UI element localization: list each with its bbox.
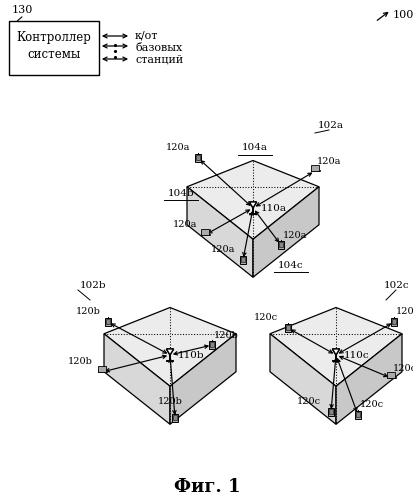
Text: 120a: 120a xyxy=(211,245,235,254)
FancyBboxPatch shape xyxy=(209,340,215,349)
Bar xyxy=(279,242,283,246)
Bar xyxy=(329,410,333,414)
FancyBboxPatch shape xyxy=(172,414,178,422)
Polygon shape xyxy=(187,160,319,240)
Text: 104c: 104c xyxy=(278,260,304,270)
Bar xyxy=(106,320,110,324)
Text: 120b: 120b xyxy=(76,307,100,316)
FancyBboxPatch shape xyxy=(387,372,395,378)
Bar xyxy=(311,170,320,172)
FancyBboxPatch shape xyxy=(391,318,397,326)
FancyBboxPatch shape xyxy=(240,256,246,264)
Text: 120c: 120c xyxy=(254,313,278,322)
Text: 120c: 120c xyxy=(297,397,321,406)
Text: 102c: 102c xyxy=(384,281,410,290)
FancyBboxPatch shape xyxy=(195,154,201,162)
FancyBboxPatch shape xyxy=(355,410,361,420)
Polygon shape xyxy=(270,308,402,386)
Bar xyxy=(200,234,209,236)
Polygon shape xyxy=(104,334,170,424)
Bar xyxy=(392,320,396,324)
Text: 120a: 120a xyxy=(283,231,307,240)
Text: 120a: 120a xyxy=(317,157,341,166)
FancyBboxPatch shape xyxy=(328,408,334,416)
Bar xyxy=(196,156,200,160)
Text: 100: 100 xyxy=(393,10,413,20)
Polygon shape xyxy=(332,349,339,355)
FancyBboxPatch shape xyxy=(9,21,99,75)
Text: станций: станций xyxy=(135,55,183,65)
Text: 120b: 120b xyxy=(214,331,238,340)
Text: Контроллер: Контроллер xyxy=(17,32,91,44)
Text: 120c: 120c xyxy=(396,307,413,316)
Polygon shape xyxy=(166,349,173,355)
Text: 110b: 110b xyxy=(178,351,204,360)
Polygon shape xyxy=(249,202,256,208)
Text: 120c: 120c xyxy=(393,364,413,373)
Text: системы: системы xyxy=(27,48,81,62)
Polygon shape xyxy=(332,349,339,355)
Text: 120a: 120a xyxy=(166,143,190,152)
Polygon shape xyxy=(166,349,173,355)
Polygon shape xyxy=(270,334,336,424)
Bar xyxy=(356,412,360,416)
Text: 120a: 120a xyxy=(173,220,197,229)
Bar xyxy=(241,258,245,262)
Text: базовых: базовых xyxy=(135,43,182,53)
Bar xyxy=(286,326,290,330)
Text: Фиг. 1: Фиг. 1 xyxy=(174,478,240,496)
Text: 120c: 120c xyxy=(360,400,384,409)
Polygon shape xyxy=(249,202,256,208)
Polygon shape xyxy=(253,186,319,277)
Text: 102a: 102a xyxy=(318,121,344,130)
FancyBboxPatch shape xyxy=(97,366,107,372)
Text: 110c: 110c xyxy=(344,351,370,360)
Polygon shape xyxy=(104,308,236,386)
Text: 104b: 104b xyxy=(168,188,194,198)
Bar xyxy=(173,416,177,420)
FancyBboxPatch shape xyxy=(285,324,291,332)
FancyBboxPatch shape xyxy=(105,318,111,326)
Text: 110a: 110a xyxy=(261,204,287,213)
Text: 130: 130 xyxy=(12,5,33,15)
Text: 102b: 102b xyxy=(80,281,107,290)
FancyBboxPatch shape xyxy=(278,240,284,250)
FancyBboxPatch shape xyxy=(311,166,319,171)
Text: к/от: к/от xyxy=(135,31,158,41)
Polygon shape xyxy=(170,334,236,424)
Polygon shape xyxy=(336,334,402,424)
Polygon shape xyxy=(187,186,253,277)
Text: 104a: 104a xyxy=(242,144,268,152)
Bar xyxy=(210,342,214,346)
Text: 120b: 120b xyxy=(68,357,93,366)
FancyBboxPatch shape xyxy=(201,230,209,235)
Text: 120b: 120b xyxy=(158,397,183,406)
